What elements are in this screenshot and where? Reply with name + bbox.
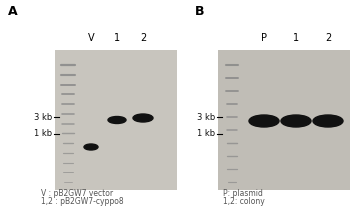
Text: 2: 2	[140, 33, 146, 43]
Ellipse shape	[108, 117, 126, 124]
Text: V : pB2GW7 vector: V : pB2GW7 vector	[41, 189, 113, 198]
Text: 3 kb: 3 kb	[197, 113, 215, 121]
Text: P: P	[261, 33, 267, 43]
Text: 1: 1	[293, 33, 299, 43]
Text: 3 kb: 3 kb	[34, 113, 52, 121]
FancyBboxPatch shape	[55, 50, 177, 190]
Text: 1: 1	[114, 33, 120, 43]
Text: V: V	[88, 33, 94, 43]
Text: 1 kb: 1 kb	[34, 130, 52, 138]
Ellipse shape	[84, 144, 98, 150]
Text: 1,2 : pB2GW7-cyppo8: 1,2 : pB2GW7-cyppo8	[41, 197, 124, 206]
Text: 1 kb: 1 kb	[197, 130, 215, 138]
Text: B: B	[195, 5, 204, 18]
FancyBboxPatch shape	[218, 50, 350, 190]
Ellipse shape	[133, 114, 153, 122]
Ellipse shape	[249, 115, 279, 127]
Ellipse shape	[313, 115, 343, 127]
Text: 1,2: colony: 1,2: colony	[223, 197, 265, 206]
Text: 2: 2	[325, 33, 331, 43]
Text: P: plasmid: P: plasmid	[223, 189, 263, 198]
Text: A: A	[8, 5, 18, 18]
Ellipse shape	[281, 115, 311, 127]
